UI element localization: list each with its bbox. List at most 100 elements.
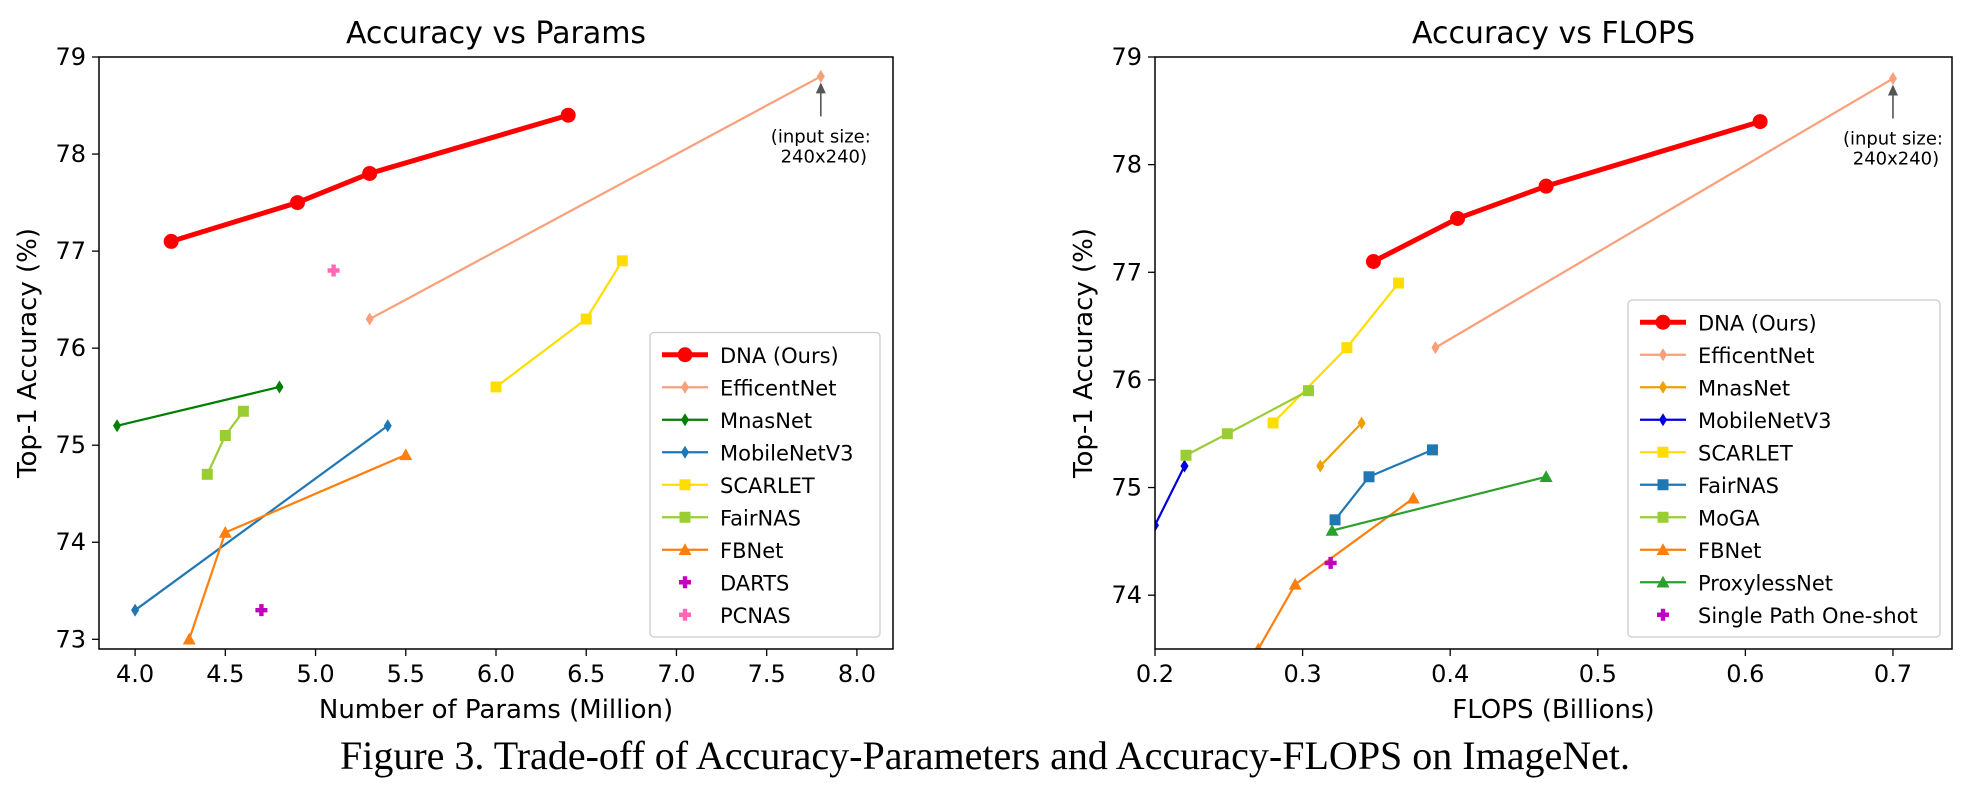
x-tick-label: 0.3 <box>1284 660 1322 688</box>
series-fbnet <box>1254 491 1420 649</box>
series-line <box>206 410 245 475</box>
legend-marker <box>1658 348 1668 362</box>
series-line <box>170 112 569 244</box>
legend-item-dna-ours: DNA (Ours) <box>662 344 839 368</box>
series-line <box>1272 282 1400 424</box>
y-tick-label: 74 <box>1111 581 1142 609</box>
y-tick-label: 74 <box>55 528 86 556</box>
data-point <box>383 419 392 433</box>
legend-marker <box>1657 511 1669 523</box>
annotation-text: (input size: <box>1843 129 1943 150</box>
x-tick-label: 7.5 <box>748 660 786 688</box>
data-point <box>1539 470 1553 482</box>
legend-marker <box>680 413 690 427</box>
legend-item-proxylessnet: ProxylessNet <box>1640 571 1833 595</box>
legend-label: MoGA <box>1698 506 1760 530</box>
y-tick-label: 77 <box>55 237 86 265</box>
series-line <box>116 385 280 427</box>
data-point <box>327 264 340 277</box>
legend-item-mobilenetv3: MobileNetV3 <box>662 441 853 465</box>
legend-marker <box>1657 608 1670 621</box>
chart-title: Accuracy vs FLOPS <box>1412 16 1695 51</box>
x-axis-label: FLOPS (Billions) <box>1452 695 1654 725</box>
y-tick-label: 75 <box>55 431 86 459</box>
y-tick-label: 78 <box>55 140 86 168</box>
data-point <box>399 448 413 461</box>
annotation-text: 240x240) <box>1853 149 1939 170</box>
legend-item-mnasnet: MnasNet <box>1640 376 1790 400</box>
data-point <box>365 312 374 326</box>
legend-item-mnasnet: MnasNet <box>662 409 812 433</box>
legend-label: EfficentNet <box>720 376 836 400</box>
series-line <box>369 75 822 321</box>
data-point <box>490 381 502 393</box>
y-tick-label: 73 <box>55 625 86 653</box>
series-mnasnet <box>113 380 284 433</box>
legend-label: FairNAS <box>1698 474 1779 498</box>
legend-item-scarlet: SCARLET <box>662 474 815 498</box>
x-axis-label: Number of Params (Million) <box>319 695 673 725</box>
series-proxylessnet <box>1325 470 1553 536</box>
series-fairnas <box>201 405 249 480</box>
legend-box <box>1627 299 1941 638</box>
data-point <box>560 107 576 123</box>
legend-marker <box>678 543 692 555</box>
x-tick-label: 6.5 <box>567 660 605 688</box>
y-tick-label: 77 <box>1111 258 1142 286</box>
legend-marker <box>679 576 691 589</box>
data-point <box>113 419 122 433</box>
legend-label: FairNAS <box>720 506 801 530</box>
series-mobilenetv3 <box>1155 459 1189 532</box>
legend-label: SCARLET <box>720 474 815 498</box>
data-point <box>1431 341 1440 355</box>
annotation: (input size:240x240) <box>771 82 871 167</box>
x-tick-label: 7.0 <box>657 660 695 688</box>
series-darts <box>255 604 268 617</box>
data-point <box>275 380 284 394</box>
legend-item-fairnas: FairNAS <box>662 506 801 530</box>
data-point <box>290 195 305 211</box>
y-tick-label: 75 <box>1111 474 1142 502</box>
legend-label: MnasNet <box>720 409 812 433</box>
data-point <box>1406 491 1420 504</box>
legend-label: SCARLET <box>1698 441 1793 465</box>
legend-item-fairnas: FairNAS <box>1640 474 1779 498</box>
series-line <box>1185 389 1310 457</box>
data-point <box>255 604 268 617</box>
legend-label: MnasNet <box>1698 376 1790 400</box>
annotation-arrowhead <box>815 82 826 94</box>
legend-marker <box>1656 543 1670 555</box>
annotation-text: 240x240) <box>781 146 867 167</box>
legend-marker <box>1656 575 1670 588</box>
data-point <box>182 632 196 645</box>
data-point <box>219 429 231 441</box>
data-point <box>237 405 249 417</box>
data-point <box>1288 577 1302 590</box>
x-tick-label: 8.0 <box>838 660 876 688</box>
data-point <box>1155 518 1160 532</box>
y-axis-label: Top-1 Accuracy (%) <box>13 228 43 479</box>
data-point <box>201 468 213 480</box>
data-point <box>1357 416 1366 430</box>
series-dna-ours <box>163 107 576 249</box>
chart-1: Accuracy vs Params 4.0 4.5 5.0 5.5 6.0 6.5 7.0 7… <box>13 16 894 725</box>
legend-label: DARTS <box>720 571 789 595</box>
series-single-path-one-shot <box>1324 556 1337 569</box>
data-point <box>218 526 232 538</box>
x-tick-label: 0.4 <box>1431 660 1469 688</box>
data-point <box>616 255 628 267</box>
series-line <box>495 260 624 388</box>
x-tick-label: 5.5 <box>387 660 425 688</box>
legend-item-mobilenetv3: MobileNetV3 <box>1640 409 1831 433</box>
data-point <box>1450 210 1466 226</box>
y-axis-label: Top-1 Accuracy (%) <box>1069 228 1099 479</box>
legend-label: Single Path One-shot <box>1698 604 1918 628</box>
legend-box <box>649 331 881 638</box>
legend-label: FBNet <box>1698 539 1761 563</box>
series-efficentnet <box>1431 72 1897 355</box>
legend-label: FBNet <box>720 539 783 563</box>
x-tick-label: 4.0 <box>116 660 154 688</box>
legend-item-fbnet: FBNet <box>662 539 783 563</box>
plot-area <box>113 69 825 645</box>
data-point <box>580 313 592 325</box>
